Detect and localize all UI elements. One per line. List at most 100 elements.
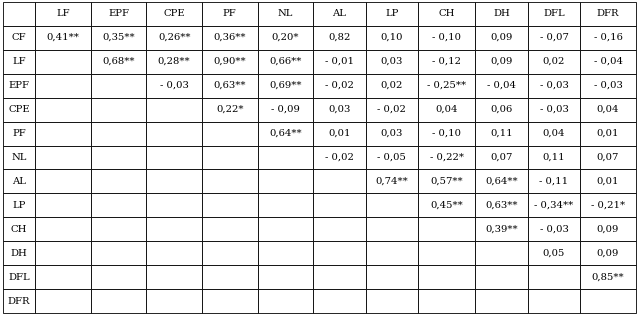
Bar <box>3 26 35 49</box>
Text: CH: CH <box>11 225 27 234</box>
Bar <box>202 266 258 289</box>
Bar <box>418 26 475 49</box>
Bar <box>418 73 475 98</box>
Bar <box>3 98 35 122</box>
Bar <box>366 146 418 169</box>
Bar <box>35 169 91 193</box>
Bar <box>258 2 313 26</box>
Bar <box>202 217 258 242</box>
Bar <box>418 98 475 122</box>
Text: 0,20*: 0,20* <box>272 33 299 42</box>
Text: - 0,02: - 0,02 <box>377 105 406 114</box>
Bar <box>258 266 313 289</box>
Bar <box>91 169 146 193</box>
Bar <box>35 73 91 98</box>
Text: - 0,01: - 0,01 <box>325 57 354 66</box>
Bar <box>91 242 146 266</box>
Text: 0,41**: 0,41** <box>47 33 79 42</box>
Bar <box>258 242 313 266</box>
Bar <box>528 122 580 146</box>
Text: 0,09: 0,09 <box>490 57 513 66</box>
Text: LP: LP <box>385 9 398 18</box>
Text: 0,07: 0,07 <box>490 153 513 162</box>
Bar <box>528 242 580 266</box>
Bar <box>418 49 475 73</box>
Bar <box>528 2 580 26</box>
Text: 0,85**: 0,85** <box>592 273 624 282</box>
Text: DFL: DFL <box>8 273 30 282</box>
Bar <box>146 146 202 169</box>
Bar <box>580 26 636 49</box>
Text: DFR: DFR <box>8 297 31 306</box>
Bar <box>146 49 202 73</box>
Bar <box>146 217 202 242</box>
Bar <box>3 289 35 313</box>
Bar <box>366 289 418 313</box>
Text: CH: CH <box>438 9 455 18</box>
Bar <box>475 169 528 193</box>
Bar <box>258 98 313 122</box>
Text: CF: CF <box>12 33 26 42</box>
Bar <box>366 2 418 26</box>
Bar <box>258 146 313 169</box>
Bar <box>366 266 418 289</box>
Text: 0,03: 0,03 <box>380 57 403 66</box>
Bar <box>313 242 366 266</box>
Text: - 0,02: - 0,02 <box>325 81 354 90</box>
Bar <box>580 2 636 26</box>
Text: - 0,16: - 0,16 <box>594 33 622 42</box>
Bar <box>258 217 313 242</box>
Bar <box>580 266 636 289</box>
Bar <box>313 289 366 313</box>
Text: 0,04: 0,04 <box>597 105 619 114</box>
Bar <box>475 289 528 313</box>
Text: 0,74**: 0,74** <box>375 177 408 186</box>
Bar <box>35 217 91 242</box>
Text: DH: DH <box>11 249 27 258</box>
Bar <box>475 242 528 266</box>
Bar <box>528 26 580 49</box>
Bar <box>3 146 35 169</box>
Bar <box>202 73 258 98</box>
Bar <box>418 169 475 193</box>
Bar <box>528 49 580 73</box>
Text: - 0,10: - 0,10 <box>432 129 461 138</box>
Bar <box>91 73 146 98</box>
Text: - 0,25**: - 0,25** <box>427 81 466 90</box>
Text: - 0,03: - 0,03 <box>594 81 622 90</box>
Bar <box>313 49 366 73</box>
Bar <box>3 49 35 73</box>
Text: 0,63**: 0,63** <box>213 81 246 90</box>
Bar <box>202 169 258 193</box>
Bar <box>202 2 258 26</box>
Text: - 0,02: - 0,02 <box>325 153 354 162</box>
Bar <box>35 122 91 146</box>
Bar <box>418 146 475 169</box>
Bar <box>313 266 366 289</box>
Bar <box>418 266 475 289</box>
Bar <box>475 146 528 169</box>
Bar <box>366 73 418 98</box>
Text: 0,02: 0,02 <box>380 81 403 90</box>
Text: - 0,03: - 0,03 <box>539 81 569 90</box>
Text: - 0,04: - 0,04 <box>487 81 516 90</box>
Bar <box>366 26 418 49</box>
Bar <box>528 193 580 217</box>
Text: 0,28**: 0,28** <box>158 57 190 66</box>
Bar <box>3 122 35 146</box>
Text: DH: DH <box>493 9 510 18</box>
Bar <box>258 122 313 146</box>
Bar <box>580 193 636 217</box>
Text: - 0,04: - 0,04 <box>594 57 622 66</box>
Bar <box>313 122 366 146</box>
Bar <box>35 266 91 289</box>
Bar <box>528 289 580 313</box>
Text: 0,09: 0,09 <box>597 249 619 258</box>
Bar <box>475 217 528 242</box>
Bar <box>35 193 91 217</box>
Bar <box>580 289 636 313</box>
Bar <box>580 73 636 98</box>
Text: CPE: CPE <box>8 105 30 114</box>
Bar <box>146 169 202 193</box>
Bar <box>35 289 91 313</box>
